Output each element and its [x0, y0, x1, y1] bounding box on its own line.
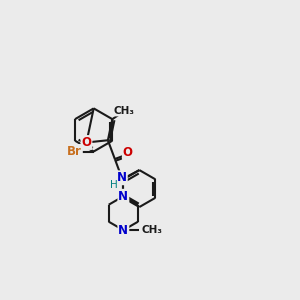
Text: CH₃: CH₃ — [141, 225, 162, 235]
Text: O: O — [81, 136, 92, 149]
Text: O: O — [123, 146, 133, 159]
Text: H: H — [110, 180, 118, 190]
Text: Br: Br — [67, 145, 82, 158]
Text: N: N — [117, 171, 127, 184]
Text: N: N — [118, 224, 128, 237]
Text: CH₃: CH₃ — [113, 106, 134, 116]
Text: N: N — [118, 190, 128, 203]
